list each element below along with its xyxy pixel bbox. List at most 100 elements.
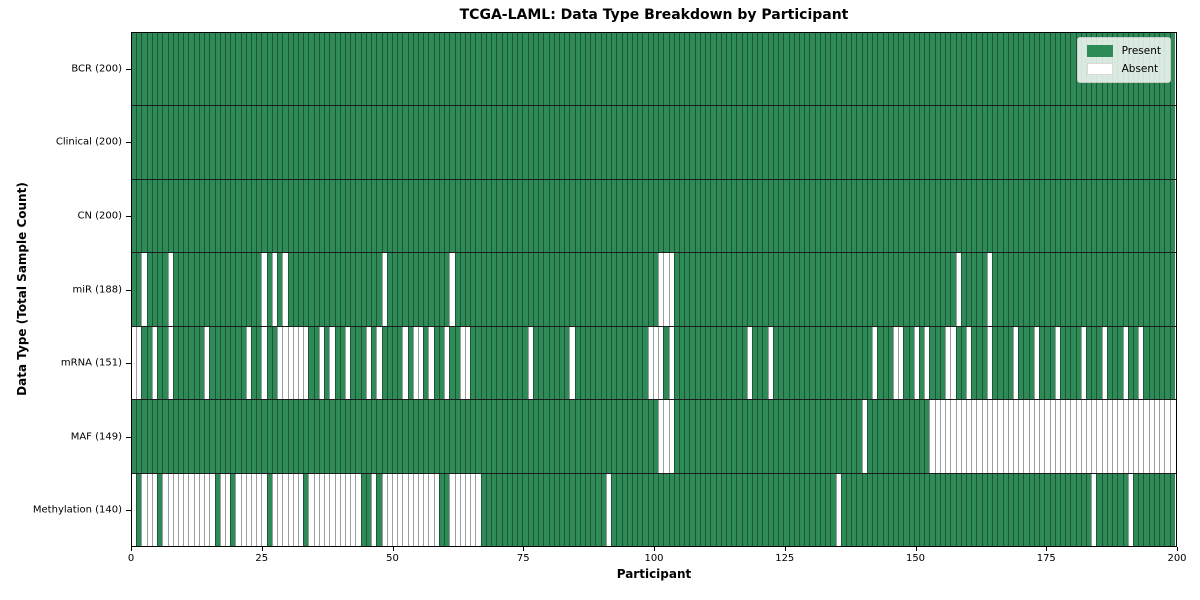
heatmap-cell [418, 400, 424, 473]
heatmap-cell [1133, 253, 1139, 326]
heatmap-cell [365, 473, 372, 546]
heatmap-cell [861, 106, 867, 179]
heatmap-cell [1122, 473, 1128, 546]
heatmap-cell [454, 106, 460, 179]
heatmap-cell [1101, 106, 1107, 179]
heatmap-cell [1028, 326, 1034, 400]
heatmap-cell [684, 400, 690, 473]
heatmap-cell [778, 253, 784, 326]
heatmap-cell [830, 400, 836, 473]
heatmap-cell [386, 253, 392, 326]
heatmap-cell [407, 326, 413, 400]
heatmap-cell [433, 33, 439, 106]
heatmap-cell [141, 473, 147, 546]
heatmap-cell [558, 253, 565, 326]
heatmap-cell [981, 473, 987, 546]
heatmap-cell [1164, 326, 1170, 400]
heatmap-cell [480, 253, 486, 326]
heatmap-cell [793, 326, 799, 400]
heatmap-cell [673, 326, 679, 400]
heatmap-cell [663, 400, 669, 473]
heatmap-cell [240, 179, 246, 253]
heatmap-cell [642, 106, 648, 179]
heatmap-cell [209, 253, 215, 326]
heatmap-cell [611, 179, 617, 253]
heatmap-cell [626, 326, 632, 400]
heatmap-cell [668, 473, 674, 546]
heatmap-cell [934, 253, 940, 326]
heatmap-cell [313, 253, 319, 326]
heatmap-cell [324, 473, 330, 546]
heatmap-cell [350, 253, 356, 326]
heatmap-cell [1138, 179, 1144, 253]
heatmap-cell [224, 400, 231, 473]
heatmap-cell [903, 326, 909, 400]
heatmap-cell [673, 179, 679, 253]
heatmap-cell [814, 33, 820, 106]
heatmap-cell [1153, 473, 1160, 546]
heatmap-cell [668, 400, 674, 473]
heatmap-cell [371, 33, 377, 106]
heatmap-cell [992, 326, 998, 400]
heatmap-cell [313, 33, 319, 106]
heatmap-cell [1002, 179, 1008, 253]
heatmap-cell [845, 106, 852, 179]
heatmap-cell [1054, 253, 1060, 326]
heatmap-cell [282, 400, 288, 473]
heatmap-cell [882, 473, 888, 546]
heatmap-cell [825, 400, 831, 473]
heatmap-cell [214, 179, 220, 253]
heatmap-cell [663, 253, 669, 326]
heatmap-cell [1007, 400, 1013, 473]
heatmap-cell [715, 33, 721, 106]
heatmap-cell [1101, 400, 1107, 473]
heatmap-cell [277, 400, 283, 473]
x-tick-mark [784, 547, 786, 551]
heatmap-cell [1002, 33, 1008, 106]
heatmap-cell [1033, 473, 1040, 546]
heatmap-row [132, 473, 1176, 546]
heatmap-cell [892, 473, 899, 546]
heatmap-cell [1080, 106, 1087, 179]
heatmap-cell [600, 400, 606, 473]
heatmap-cell [1044, 106, 1050, 179]
heatmap-cell [522, 179, 528, 253]
heatmap-cell [887, 106, 893, 179]
heatmap-cell [992, 179, 998, 253]
heatmap-cell [804, 33, 810, 106]
heatmap-cell [689, 400, 695, 473]
heatmap-cell [506, 473, 512, 546]
heatmap-cell [1153, 253, 1160, 326]
heatmap-cell [678, 253, 685, 326]
heatmap-cell [491, 400, 497, 473]
heatmap-cell [271, 326, 278, 400]
heatmap-cell [162, 179, 168, 253]
heatmap-cell [266, 473, 272, 546]
heatmap-cell [209, 473, 215, 546]
heatmap-cell [856, 253, 862, 326]
y-tick-label: mRNA (151) [60, 357, 122, 369]
heatmap-cell [1086, 253, 1092, 326]
heatmap-cell [1023, 326, 1029, 400]
heatmap-cell [543, 106, 549, 179]
heatmap-cell [428, 473, 434, 546]
heatmap-cell [329, 179, 335, 253]
heatmap-cell [705, 106, 711, 179]
heatmap-cell [976, 473, 982, 546]
heatmap-cell [204, 106, 210, 179]
heatmap-cell [1039, 473, 1045, 546]
heatmap-cell [830, 106, 836, 179]
heatmap-cell [465, 326, 471, 400]
heatmap-cell [658, 106, 664, 179]
heatmap-cell [684, 33, 690, 106]
heatmap-cell [506, 326, 512, 400]
heatmap-cell [381, 473, 387, 546]
heatmap-cell [877, 33, 883, 106]
heatmap-cell [819, 253, 826, 326]
heatmap-row [132, 253, 1176, 327]
heatmap-cell [287, 326, 293, 400]
heatmap-cell [647, 253, 653, 326]
heatmap-cell [339, 106, 345, 179]
heatmap-cell [1117, 400, 1123, 473]
heatmap-cell [1169, 473, 1175, 546]
